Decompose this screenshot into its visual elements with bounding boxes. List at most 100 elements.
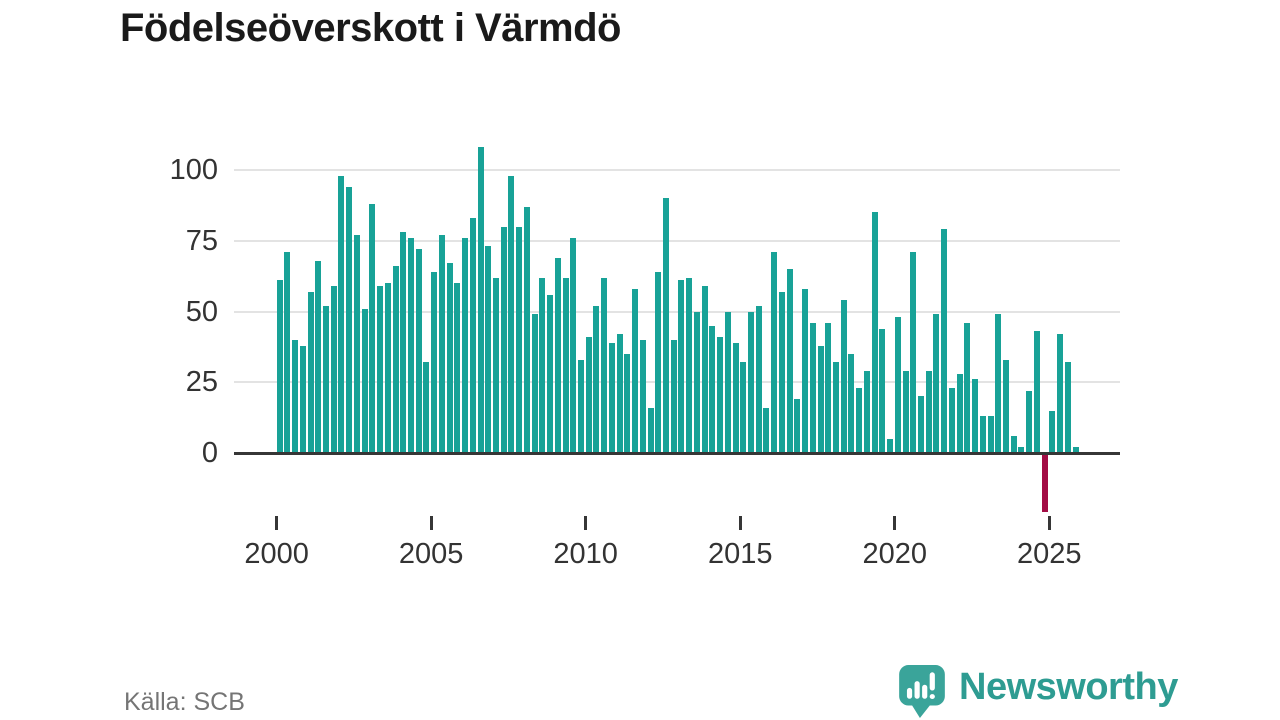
- bar: [848, 353, 855, 453]
- bar: [423, 362, 430, 453]
- bar: [717, 337, 723, 453]
- bar: [964, 322, 971, 453]
- bar: [1057, 334, 1063, 453]
- bar: [979, 416, 986, 453]
- bar: [794, 399, 801, 453]
- bar: [933, 314, 940, 453]
- bar: [948, 387, 955, 453]
- gridline: [234, 169, 1120, 171]
- bar: [802, 288, 808, 453]
- y-axis-tick-label: 100: [169, 154, 218, 186]
- bar: [755, 305, 762, 453]
- gridline: [234, 381, 1120, 384]
- bar: [709, 325, 716, 453]
- bar: [415, 249, 422, 453]
- bar: [493, 277, 499, 453]
- bar: [655, 271, 662, 453]
- bar: [724, 311, 731, 453]
- x-axis-tick-label: 2020: [862, 538, 927, 570]
- bar: [732, 342, 739, 453]
- bar: [747, 311, 754, 453]
- bar: [686, 277, 693, 453]
- bar: [346, 187, 353, 453]
- bar: [608, 342, 615, 453]
- bar: [972, 379, 978, 453]
- bar: [570, 237, 577, 453]
- bar: [307, 291, 314, 453]
- bar: [701, 286, 708, 453]
- bar: [809, 322, 816, 453]
- bar: [678, 280, 685, 453]
- bar: [1026, 390, 1033, 453]
- bar: [763, 407, 770, 453]
- bar: [392, 266, 399, 453]
- y-axis-tick-label: 0: [201, 437, 218, 469]
- x-axis-tick: [275, 516, 279, 530]
- bar: [840, 300, 847, 453]
- bar: [446, 263, 453, 453]
- bar: [786, 269, 793, 453]
- newsworthy-logo: Newsworthy: [897, 664, 1178, 718]
- bar: [539, 277, 546, 453]
- bar: [825, 322, 832, 453]
- bar: [562, 277, 569, 453]
- bar: [377, 286, 384, 453]
- bar: [315, 260, 322, 453]
- newsworthy-logo-text: Newsworthy: [959, 666, 1178, 708]
- bar: [740, 362, 747, 453]
- bar: [500, 226, 507, 453]
- x-axis-line: [234, 451, 1120, 455]
- bar: [284, 252, 291, 453]
- x-axis-tick: [738, 516, 742, 530]
- bar: [956, 373, 963, 453]
- gridline: [234, 310, 1120, 313]
- bar: [987, 416, 994, 453]
- bar: [817, 345, 824, 453]
- bar: [361, 308, 368, 453]
- y-axis-tick-label: 50: [185, 295, 218, 328]
- bar: [917, 396, 924, 453]
- y-axis-tick-label: 75: [185, 224, 218, 257]
- x-axis-tick: [584, 516, 588, 530]
- bar: [778, 291, 785, 453]
- bar: [299, 345, 306, 453]
- x-axis-tick: [893, 516, 897, 530]
- bar: [384, 283, 391, 453]
- bar: [856, 387, 863, 453]
- bar: [477, 147, 484, 453]
- bar: [408, 237, 414, 453]
- gridline: [234, 239, 1120, 242]
- bar: [1064, 362, 1071, 453]
- bar: [1049, 410, 1056, 454]
- bar: [593, 305, 600, 453]
- bar: [910, 252, 917, 453]
- bar: [863, 370, 870, 453]
- source-label: Källa: SCB: [124, 688, 245, 716]
- bar: [616, 334, 623, 453]
- bar: [670, 339, 677, 453]
- bar: [554, 257, 561, 453]
- bar: [323, 305, 329, 453]
- y-axis-tick-label: 25: [185, 366, 218, 399]
- bar: [516, 226, 523, 453]
- bar: [276, 280, 283, 453]
- bar: [292, 339, 299, 453]
- bar: [693, 311, 700, 453]
- bar: [632, 288, 638, 453]
- bar: [431, 271, 438, 453]
- bar: [485, 246, 492, 453]
- bar: [531, 314, 538, 453]
- bar: [469, 218, 476, 453]
- bar: [879, 328, 886, 453]
- bar: [1033, 331, 1040, 453]
- bar: [508, 175, 515, 453]
- bar: [663, 198, 669, 453]
- bar: [995, 314, 1002, 453]
- bar: [871, 212, 878, 453]
- bar: [1072, 447, 1079, 453]
- x-axis-tick-label: 2015: [707, 538, 773, 570]
- bar: [462, 237, 468, 453]
- bar: [639, 339, 646, 453]
- bar: [601, 277, 608, 453]
